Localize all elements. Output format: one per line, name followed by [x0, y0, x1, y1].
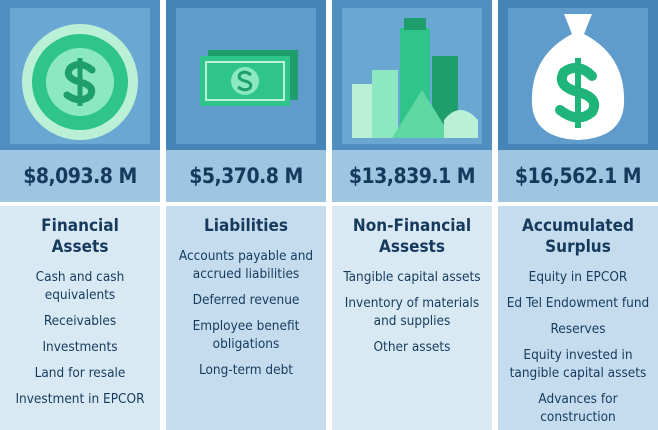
item: Equity in EPCOR	[503, 268, 653, 286]
item: Deferred revenue	[171, 291, 321, 309]
item: Accounts payable and accrued liabilities	[171, 247, 321, 283]
item: Receivables	[5, 312, 155, 330]
item-list: Cash and cash equivalents Receivables Inve…	[0, 268, 160, 408]
column: $8,093.8 M Financial Assets Cash and cas…	[0, 0, 160, 430]
icon-panel	[0, 0, 160, 150]
item-list: Equity in EPCOR Ed Tel Endowment fund Rese…	[498, 268, 658, 426]
item: Investments	[5, 338, 155, 356]
item: Reserves	[503, 320, 653, 338]
amount: $13,839.1 M	[332, 150, 492, 202]
item: Tangible capital assets	[337, 268, 487, 286]
amount: $16,562.1 M	[498, 150, 658, 202]
item: Long-term debt	[171, 361, 321, 379]
coin-icon	[0, 0, 160, 150]
detail-panel: Liabilities Accounts payable and accrued…	[166, 206, 326, 430]
item: Land for resale	[5, 364, 155, 382]
amount: $5,370.8 M	[166, 150, 326, 202]
column: $16,562.1 M Accumulated Surplus Equity i…	[498, 0, 658, 430]
buildings-icon	[332, 0, 492, 150]
item: Inventory of materials and supplies	[337, 294, 487, 330]
item: Ed Tel Endowment fund	[503, 294, 653, 312]
amount: $8,093.8 M	[0, 150, 160, 202]
page: $8,093.8 M Financial Assets Cash and cas…	[0, 0, 658, 430]
item: Other assets	[337, 338, 487, 356]
detail-panel: Non-Financial Assests Tangible capital a…	[332, 206, 492, 430]
bag-icon	[498, 0, 658, 150]
item: Advances for construction	[503, 390, 653, 426]
item: Cash and cash equivalents	[5, 268, 155, 304]
item-list: Accounts payable and accrued liabilities…	[166, 247, 326, 379]
item-list: Tangible capital assets Inventory of mate…	[332, 268, 492, 356]
column: $5,370.8 M Liabilities Accounts payable …	[166, 0, 326, 430]
item: Employee benefit obligations	[171, 317, 321, 353]
column-title: Accumulated Surplus	[518, 216, 638, 258]
item: Equity invested in tangible capital asse…	[503, 346, 653, 382]
icon-panel	[332, 0, 492, 150]
detail-panel: Accumulated Surplus Equity in EPCOR Ed Te…	[498, 206, 658, 430]
icon-panel	[166, 0, 326, 150]
item: Investment in EPCOR	[5, 390, 155, 408]
bill-icon	[166, 0, 326, 150]
column-title: Liabilities	[186, 216, 306, 237]
column: $13,839.1 M Non-Financial Assests Tangib…	[332, 0, 492, 430]
detail-panel: Financial Assets Cash and cash equivalen…	[0, 206, 160, 430]
column-title: Financial Assets	[20, 216, 140, 258]
column-title: Non-Financial Assests	[352, 216, 472, 258]
icon-panel	[498, 0, 658, 150]
